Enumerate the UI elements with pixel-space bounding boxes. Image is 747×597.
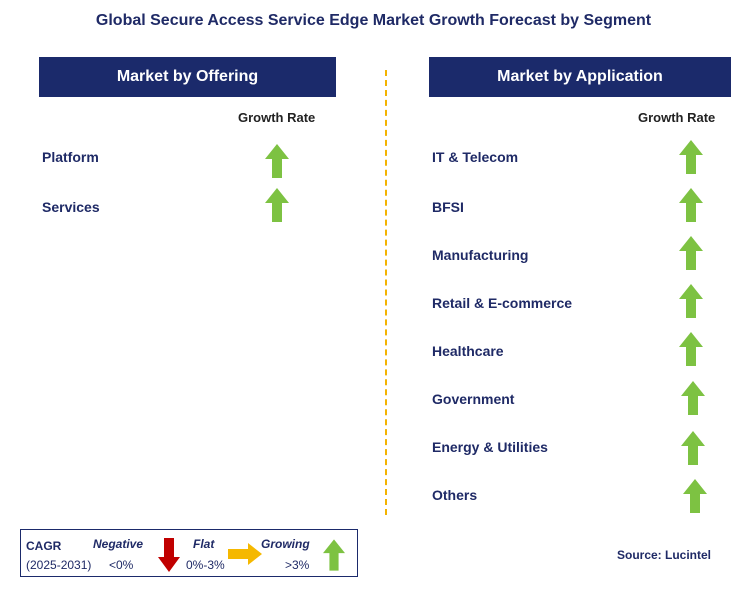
- offering-header: Market by Offering: [39, 57, 336, 97]
- application-item-label: Healthcare: [432, 343, 504, 359]
- legend-flat-range: 0%-3%: [186, 558, 225, 572]
- legend-negative-label: Negative: [93, 537, 144, 551]
- application-item-label: Retail & E-commerce: [432, 295, 573, 311]
- application-growth-rate-label: Growth Rate: [638, 110, 716, 125]
- application-item-label: Energy & Utilities: [432, 439, 548, 455]
- cagr-legend: CAGR (2025-2031) Negative <0% Flat 0%-3%…: [20, 529, 358, 577]
- legend-cagr-label: CAGR: [26, 539, 62, 553]
- application-item-label: IT & Telecom: [432, 149, 519, 165]
- green-up-arrow-icon: [265, 144, 289, 178]
- offering-item-label: Services: [42, 199, 100, 215]
- chart-title: Global Secure Access Service Edge Market…: [95, 12, 652, 29]
- legend-period: (2025-2031): [26, 558, 92, 572]
- green-up-arrow-icon: [679, 284, 703, 318]
- application-item-label: Government: [432, 391, 515, 407]
- green-up-arrow-icon: [265, 188, 289, 222]
- application-item-label: Manufacturing: [432, 247, 529, 263]
- green-up-arrow-icon: [679, 188, 703, 222]
- application-item-label: Others: [432, 487, 478, 503]
- green-up-arrow-icon: [679, 236, 703, 270]
- green-up-arrow-icon: [681, 381, 705, 415]
- legend-growing-range: >3%: [285, 558, 310, 572]
- green-up-arrow-icon: [681, 431, 705, 465]
- green-up-arrow-icon: [679, 140, 703, 174]
- application-header: Market by Application: [429, 57, 731, 97]
- panel-divider: [385, 70, 387, 515]
- green-up-arrow-icon: [679, 332, 703, 366]
- application-item-label: BFSI: [432, 199, 464, 215]
- orange-right-arrow-icon: [228, 543, 262, 565]
- legend-negative-range: <0%: [109, 558, 134, 572]
- legend-flat-label: Flat: [193, 537, 215, 551]
- green-up-arrow-icon: [683, 479, 707, 513]
- red-down-arrow-icon: [158, 538, 180, 572]
- legend-growing-label: Growing: [261, 537, 310, 551]
- offering-item-label: Platform: [42, 149, 99, 165]
- green-up-arrow-icon: [323, 539, 345, 571]
- source-note: Source: Lucintel: [617, 548, 712, 562]
- offering-growth-rate-label: Growth Rate: [238, 110, 316, 125]
